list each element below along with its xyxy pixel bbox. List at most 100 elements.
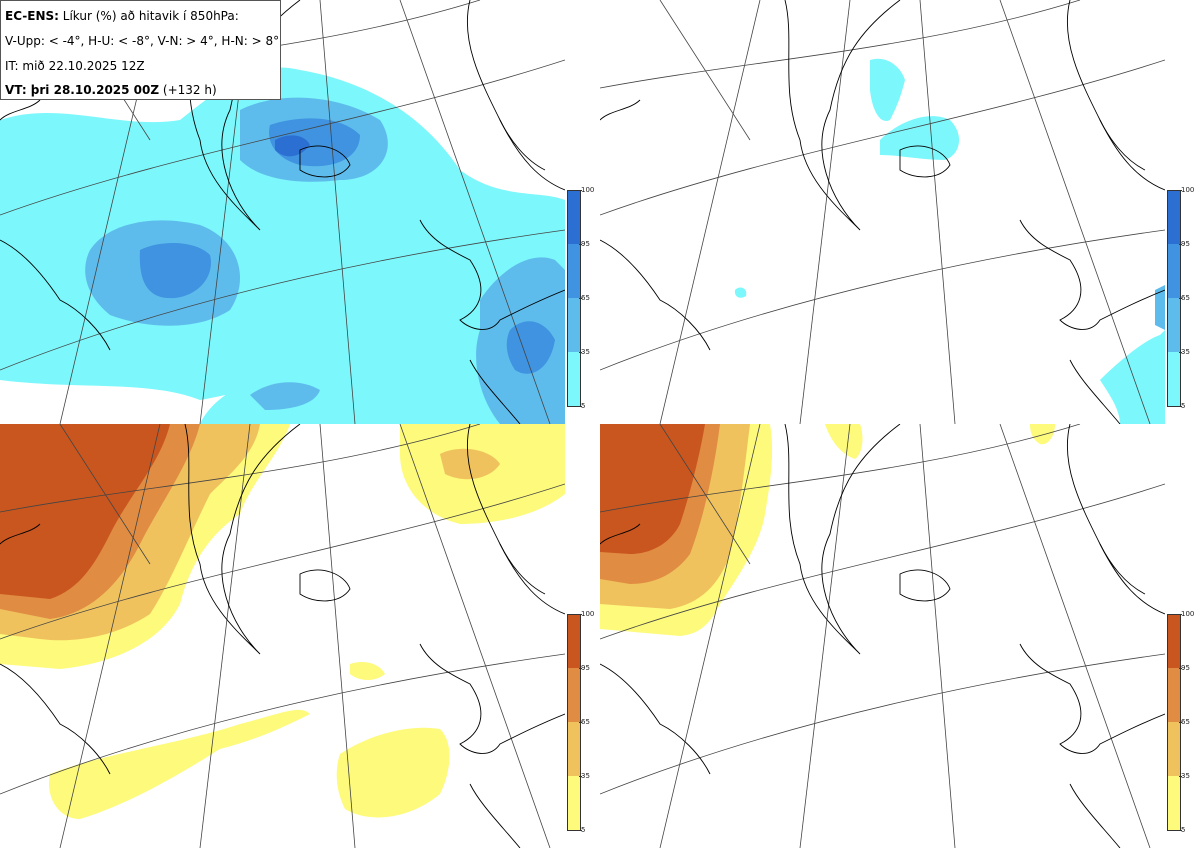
- colorbar-tick-label: 100: [1181, 610, 1195, 618]
- colorbar-tick-label: 100: [1181, 186, 1195, 194]
- colorbar-tick-mark: [1179, 668, 1182, 669]
- colorbar-tick-mark: [579, 668, 582, 669]
- colorbar-tick-mark: [1179, 776, 1182, 777]
- colorbar-tick-label: 35: [581, 348, 590, 356]
- coastlines: [600, 0, 1165, 424]
- colorbar-swatch: [567, 614, 581, 669]
- colorbar-tick-mark: [579, 830, 582, 831]
- colorbar-tick-mark: [579, 190, 582, 191]
- colorbar-tick-label: 35: [1181, 772, 1190, 780]
- colorbar-swatch: [1167, 668, 1181, 722]
- colorbar-tick-mark: [1179, 190, 1182, 191]
- prob-area: [440, 448, 500, 480]
- colorbar-top-right: 100 95 65 35 5: [1167, 186, 1200, 410]
- lead-time: (+132 h): [162, 83, 217, 97]
- categories-line: V-Upp: < -4°, H-U: < -8°, V-N: > 4°, H-N…: [5, 34, 280, 48]
- prob-area: [250, 382, 320, 410]
- colorbar-swatch: [567, 190, 581, 245]
- colorbar-tick-label: 95: [1181, 664, 1190, 672]
- colorbar-bottom-left: 100 95 65 35 5: [567, 610, 601, 834]
- prob-area: [275, 135, 310, 157]
- colorbar-bottom-right: 100 95 65 35 5: [1167, 610, 1200, 834]
- colorbar-tick-mark: [1179, 614, 1182, 615]
- colorbar-tick-mark: [579, 614, 582, 615]
- colorbar-tick-mark: [579, 298, 582, 299]
- prob-area: [139, 243, 211, 299]
- prob-area: [506, 321, 555, 374]
- prob-area: [336, 727, 450, 818]
- colorbar-tick-mark: [1179, 298, 1182, 299]
- valid-time: VT: þri 28.10.2025 00Z: [5, 83, 160, 97]
- colorbar-tick-label: 95: [1181, 240, 1190, 248]
- valid-time-line: VT: þri 28.10.2025 00Z (+132 h): [5, 83, 217, 97]
- colorbar-swatch: [1167, 722, 1181, 776]
- colorbar-swatch: [1167, 352, 1181, 407]
- colorbar-tick-mark: [1179, 244, 1182, 245]
- map-bottom-left: [0, 424, 565, 848]
- colorbar-swatch: [567, 244, 581, 298]
- prob-area: [1155, 285, 1165, 330]
- colorbar-tick-mark: [1179, 722, 1182, 723]
- colorbar-swatch: [1167, 614, 1181, 669]
- colorbar-tick-mark: [579, 406, 582, 407]
- coastlines: [600, 424, 1165, 848]
- colorbar-swatch: [567, 298, 581, 352]
- map-top-right: [600, 0, 1165, 424]
- colorbar-swatch: [567, 352, 581, 407]
- colorbar-tick-mark: [579, 352, 582, 353]
- colorbar-tick-mark: [579, 244, 582, 245]
- colorbar-tick-label: 100: [581, 610, 595, 618]
- info-box: EC-ENS: Líkur (%) að hitavik í 850hPa: V…: [0, 0, 281, 100]
- prob-area: [1100, 330, 1165, 424]
- colorbar-tick-label: 65: [581, 718, 590, 726]
- prob-area: [734, 287, 747, 298]
- map-bottom-right: [600, 424, 1165, 848]
- prob-area: [0, 67, 565, 424]
- colorbar-swatch: [567, 722, 581, 776]
- colorbar-swatch: [1167, 776, 1181, 831]
- model-name: EC-ENS:: [5, 9, 59, 23]
- coastlines: [0, 424, 565, 848]
- prob-area: [600, 424, 705, 554]
- colorbar-swatch: [1167, 244, 1181, 298]
- colorbar-tick-label: 95: [581, 240, 590, 248]
- prob-area: [350, 662, 385, 680]
- colorbar-tick-label: 5: [581, 402, 586, 410]
- colorbar-tick-label: 95: [581, 664, 590, 672]
- map-panel-bottom-right: [600, 424, 1165, 848]
- colorbar-tick-mark: [1179, 406, 1182, 407]
- graticule: [600, 424, 1165, 848]
- colorbar-tick-label: 5: [581, 826, 586, 834]
- colorbar-tick-label: 35: [1181, 348, 1190, 356]
- colorbar-tick-label: 5: [1181, 402, 1186, 410]
- graticule: [0, 424, 565, 848]
- prob-area: [825, 424, 863, 459]
- colorbar-tick-label: 65: [1181, 718, 1190, 726]
- colorbar-swatch: [567, 776, 581, 831]
- colorbar-top-left: 100 95 65 35 5: [567, 186, 601, 410]
- colorbar-tick-mark: [1179, 830, 1182, 831]
- colorbar-tick-label: 5: [1181, 826, 1186, 834]
- colorbar-swatch: [1167, 190, 1181, 245]
- title-line: EC-ENS: Líkur (%) að hitavik í 850hPa:: [5, 9, 239, 23]
- map-panel-bottom-left: [0, 424, 565, 848]
- init-time: IT: mið 22.10.2025 12Z: [5, 59, 145, 73]
- colorbar-tick-label: 65: [1181, 294, 1190, 302]
- colorbar-swatch: [567, 668, 581, 722]
- colorbar-tick-label: 100: [581, 186, 595, 194]
- map-top-left: [0, 0, 565, 424]
- colorbar-swatch: [1167, 298, 1181, 352]
- colorbar-tick-label: 65: [581, 294, 590, 302]
- prob-area: [0, 424, 170, 599]
- colorbar-tick-mark: [579, 722, 582, 723]
- colorbar-tick-label: 35: [581, 772, 590, 780]
- prob-area: [870, 58, 905, 121]
- map-panel-top-left: EC-ENS: Líkur (%) að hitavik í 850hPa: V…: [0, 0, 565, 424]
- graticule: [0, 0, 565, 424]
- prob-area: [880, 116, 960, 160]
- colorbar-tick-mark: [579, 776, 582, 777]
- colorbar-tick-mark: [1179, 352, 1182, 353]
- title-text: Líkur (%) að hitavik í 850hPa:: [62, 9, 239, 23]
- prob-area: [49, 709, 311, 819]
- prob-area: [1030, 424, 1055, 445]
